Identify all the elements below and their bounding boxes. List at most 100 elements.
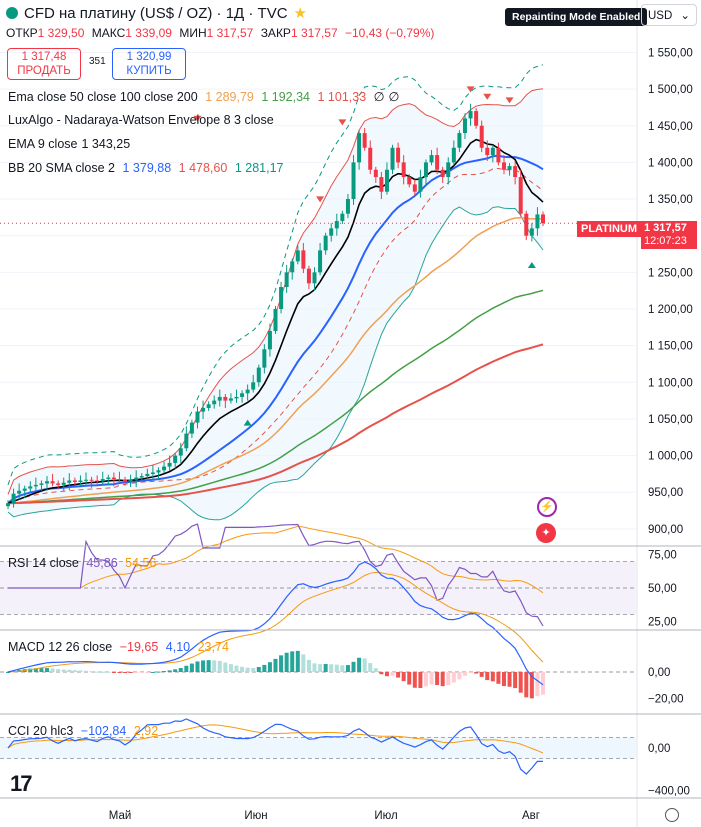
- candle-body-62: [351, 162, 356, 200]
- macd-hist-78: [440, 672, 445, 687]
- macd-hist-25: [145, 672, 150, 673]
- candle-body-7: [45, 481, 50, 484]
- macd-hist-73: [412, 672, 417, 688]
- price-tick-3: 1 400,00: [648, 157, 693, 169]
- macd-hist-88: [496, 672, 501, 684]
- candle-body-11: [67, 480, 72, 483]
- settings-icon[interactable]: [665, 808, 679, 822]
- candle-body-73: [412, 184, 417, 192]
- market-status-icon: [6, 7, 18, 19]
- candle-body-71: [401, 162, 406, 178]
- macd-hist-83: [468, 672, 473, 674]
- candle-body-23: [134, 477, 139, 480]
- candle-body-78: [440, 169, 445, 178]
- price-tick-7: 1 200,00: [648, 304, 693, 316]
- ohlc-readout: ОТКР1 329,50 МАКС1 339,09 МИН1 317,57 ЗА…: [6, 26, 435, 40]
- flag-icon[interactable]: ✦: [536, 523, 556, 543]
- macd-hist-19: [111, 672, 116, 673]
- rsi-legend[interactable]: RSI 14 close 45,86 54,56: [8, 556, 157, 570]
- macd-hist-14: [84, 670, 89, 672]
- candle-body-9: [56, 483, 61, 485]
- macd-hist-96: [541, 672, 545, 695]
- macd-hist-0: [6, 672, 10, 673]
- luxalgo-legend[interactable]: LuxAlgo - Nadaraya-Watson Envelope 8 3 c…: [8, 113, 274, 127]
- sell-button[interactable]: 1 317,48 ПРОДАТЬ: [7, 48, 81, 80]
- candle-body-46: [262, 349, 267, 368]
- repaint-badge: Repainting Mode Enabled: [505, 8, 648, 26]
- macd-hist-69: [390, 672, 395, 676]
- macd-hist-11: [67, 669, 72, 672]
- candle-body-48: [273, 308, 278, 331]
- macd-hist-21: [123, 672, 128, 673]
- candle-body-41: [234, 396, 239, 399]
- macd-hist-45: [256, 667, 261, 672]
- macd-hist-51: [290, 651, 295, 672]
- candles: [6, 103, 545, 510]
- symbol-title[interactable]: CFD на платину (US$ / OZ) · 1Д · TVC: [24, 4, 288, 22]
- candle-body-95: [535, 214, 540, 229]
- candle-body-35: [201, 407, 206, 412]
- rsi-ma-line: [8, 525, 544, 594]
- ema9-legend[interactable]: EMA 9 close 1 343,25: [8, 137, 131, 151]
- macd-hist-92: [518, 672, 523, 693]
- cci-legend[interactable]: CCI 20 hlc3 −102,84 2,92: [8, 724, 159, 738]
- price-tick-13: 900,00: [648, 524, 683, 536]
- candle-body-0: [6, 503, 10, 507]
- symbol-header[interactable]: CFD на платину (US$ / OZ) · 1Д · TVC ★: [6, 4, 307, 22]
- candle-body-51: [290, 261, 295, 273]
- candle-body-80: [451, 147, 456, 163]
- sell-marker-2: [466, 86, 475, 93]
- sell-marker-1: [338, 119, 347, 126]
- macd-hist-76: [429, 672, 434, 685]
- cci-ma-line: [7, 724, 544, 754]
- macd-hist-8: [50, 668, 55, 672]
- macd-hist-23: [134, 672, 139, 673]
- rsi-tick-0: 75,00: [648, 550, 677, 562]
- star-icon[interactable]: ★: [293, 5, 307, 22]
- candle-body-2: [17, 490, 22, 494]
- nw-upper-line: [7, 64, 544, 486]
- spread-value: 351: [89, 56, 106, 67]
- candle-body-45: [256, 367, 261, 383]
- macd-hist-26: [150, 671, 155, 673]
- candle-body-19: [111, 477, 116, 480]
- cci-line: [7, 718, 544, 775]
- last-price-tag: 1 317,57 12:07:23: [641, 221, 697, 249]
- candle-body-79: [446, 162, 451, 178]
- macd-hist-68: [384, 672, 389, 677]
- candle-body-54: [306, 268, 311, 284]
- candle-body-37: [212, 400, 217, 405]
- candle-body-59: [334, 221, 339, 229]
- sell-marker-4: [505, 97, 514, 104]
- macd-legend[interactable]: MACD 12 26 close −19,65 4,10 23,74: [8, 640, 229, 654]
- candle-body-88: [496, 147, 501, 163]
- macd-line: [7, 561, 544, 686]
- macd-hist-36: [206, 660, 211, 672]
- macd-hist-95: [535, 672, 540, 697]
- candle-body-40: [228, 398, 233, 401]
- sell-marker-0: [193, 115, 202, 122]
- price-tick-6: 1 250,00: [648, 267, 693, 279]
- bb-legend[interactable]: BB 20 SMA close 2 1 379,88 1 478,60 1 28…: [8, 161, 284, 175]
- lightning-icon[interactable]: ⚡: [537, 497, 557, 517]
- macd-hist-48: [273, 658, 278, 672]
- macd-hist-62: [351, 661, 356, 672]
- macd-hist-44: [251, 667, 256, 672]
- candle-body-86: [485, 147, 490, 156]
- candle-body-68: [384, 169, 389, 192]
- price-tick-9: 1 100,00: [648, 377, 693, 389]
- macd-hist-22: [128, 672, 133, 674]
- candle-body-74: [418, 177, 423, 192]
- macd-hist-91: [513, 672, 518, 689]
- macd-hist-75: [423, 672, 428, 687]
- buy-button[interactable]: 1 320,99 КУПИТЬ: [112, 48, 186, 80]
- ema100-line: [7, 289, 544, 504]
- time-tick-1: Июн: [244, 810, 267, 822]
- macd-hist-38: [217, 660, 222, 672]
- currency-select[interactable]: USD ⌄: [641, 4, 697, 26]
- macd-hist-7: [45, 668, 50, 672]
- macd-hist-9: [56, 669, 61, 672]
- ema-legend[interactable]: Ema close 50 close 100 close 200 1 289,7…: [8, 90, 400, 104]
